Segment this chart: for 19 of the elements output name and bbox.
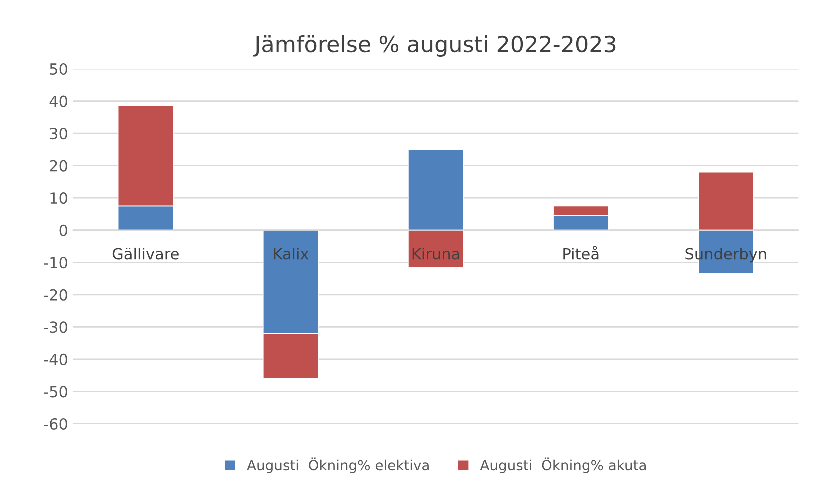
- chart-title: Jämförelse % augusti 2022-2023: [253, 35, 616, 57]
- y-tick-label: 30: [50, 128, 68, 140]
- x-tick-label: Gällivare: [112, 248, 179, 260]
- y-tick-label: -40: [44, 354, 68, 366]
- x-tick-label: Piteå: [564, 246, 599, 260]
- legend-label: Augusti Ökning% elektiva: [247, 458, 429, 474]
- x-tick-label: Kiruna: [412, 248, 460, 260]
- y-tick-label: -30: [44, 322, 68, 334]
- legend-label: Augusti Ökning% akuta: [480, 458, 646, 474]
- y-tick-label: 40: [50, 96, 68, 108]
- y-tick-label: -60: [44, 418, 68, 430]
- y-tick-label: 0: [60, 224, 68, 236]
- y-tick-label: -20: [44, 289, 68, 301]
- y-tick-label: -50: [44, 386, 68, 398]
- y-tick-label: -10: [44, 257, 68, 269]
- y-tick-label: 10: [50, 192, 68, 204]
- y-tick-label: 50: [50, 63, 68, 76]
- x-tick-label: Kalix: [274, 248, 309, 260]
- y-tick-label: 20: [50, 160, 68, 172]
